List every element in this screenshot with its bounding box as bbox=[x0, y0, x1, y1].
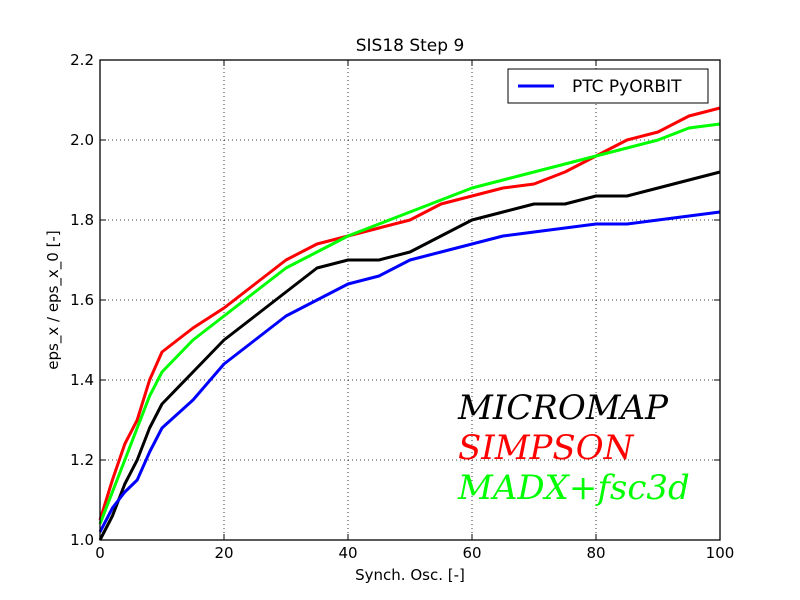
legend: PTC PyORBIT bbox=[507, 68, 709, 104]
x-tick-label: 100 bbox=[706, 544, 735, 562]
y-tick-label: 2.2 bbox=[70, 51, 94, 69]
x-tick-label: 0 bbox=[95, 544, 105, 562]
y-tick-label: 1.8 bbox=[70, 211, 94, 229]
annotation-micromap: MICROMAP bbox=[457, 388, 669, 428]
y-tick-label: 2.0 bbox=[70, 131, 94, 149]
x-tick-label: 20 bbox=[214, 544, 233, 562]
series-line-unlabeled-3 bbox=[98, 122, 721, 525]
y-tick-label: 1.2 bbox=[70, 451, 94, 469]
annotation-madx-fsc3d: MADX+fsc3d bbox=[457, 468, 690, 508]
chart-title: SIS18 Step 9 bbox=[356, 36, 465, 56]
series-line-unlabeled-1 bbox=[98, 170, 721, 541]
x-tick-label: 80 bbox=[586, 544, 605, 562]
x-axis-label: Synch. Osc. [-] bbox=[355, 566, 465, 584]
ticks: 0 20 40 60 80 100 1.0 1.2 1.4 1.6 1.8 2.0 2.2 bbox=[70, 51, 734, 562]
series-line-ptc-pyorbit bbox=[98, 210, 721, 533]
annotation-simpson: SIMPSON bbox=[458, 428, 635, 468]
y-axis-label: eps_x / eps_x_0 [-] bbox=[44, 230, 63, 369]
legend-label-ptc-pyorbit: PTC PyORBIT bbox=[572, 77, 682, 97]
y-tick-label: 1.0 bbox=[70, 531, 94, 549]
y-tick-label: 1.4 bbox=[70, 371, 94, 389]
x-tick-label: 60 bbox=[462, 544, 481, 562]
grid bbox=[100, 60, 720, 540]
x-tick-label: 40 bbox=[338, 544, 357, 562]
series-group bbox=[98, 106, 721, 541]
y-tick-label: 1.6 bbox=[70, 291, 94, 309]
annotation-block: MICROMAP SIMPSON MADX+fsc3d bbox=[457, 388, 690, 508]
